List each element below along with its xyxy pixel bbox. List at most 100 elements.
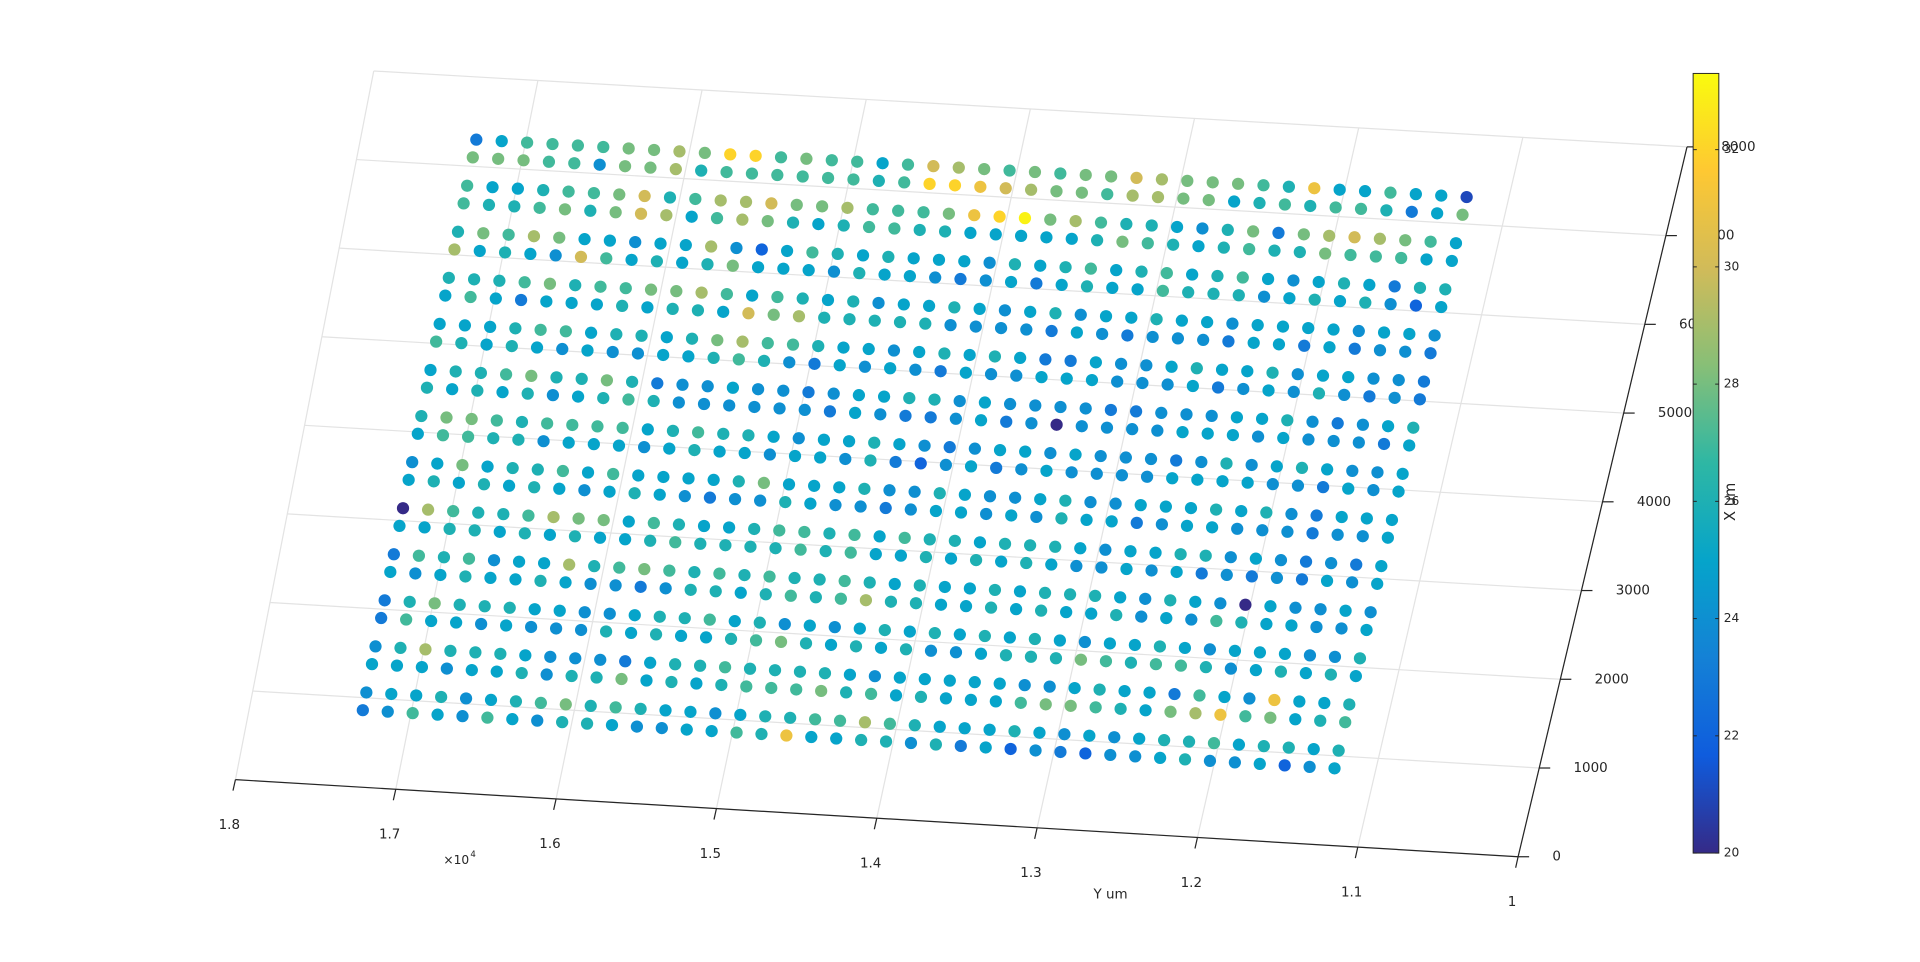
- point: [1291, 368, 1304, 381]
- point: [1028, 632, 1041, 646]
- grid-line: [373, 70, 1688, 148]
- point: [678, 490, 691, 503]
- point: [749, 634, 763, 647]
- point: [1253, 757, 1266, 771]
- point: [1228, 195, 1241, 208]
- point: [660, 209, 673, 222]
- point: [1314, 714, 1327, 727]
- point: [988, 350, 1002, 363]
- point: [1214, 597, 1227, 610]
- point: [1377, 437, 1391, 451]
- point: [823, 527, 836, 540]
- point: [1114, 702, 1127, 715]
- point: [1193, 689, 1206, 702]
- point: [1110, 608, 1123, 622]
- point: [1348, 342, 1361, 355]
- colorbar-tick-label: 30: [1724, 259, 1740, 273]
- point: [1283, 292, 1296, 305]
- point: [788, 571, 801, 585]
- point: [948, 179, 962, 192]
- point: [1232, 738, 1246, 751]
- point: [939, 458, 953, 472]
- point: [1220, 457, 1233, 470]
- point: [952, 161, 965, 174]
- point: [1185, 613, 1198, 626]
- point: [732, 353, 745, 366]
- point: [628, 609, 641, 622]
- point: [406, 456, 419, 469]
- point: [1335, 510, 1348, 524]
- point: [929, 504, 943, 518]
- point: [1312, 387, 1326, 400]
- point: [540, 295, 553, 308]
- point: [1318, 696, 1331, 710]
- point: [862, 342, 875, 356]
- point: [449, 365, 462, 378]
- point: [553, 231, 566, 244]
- point: [717, 427, 730, 440]
- point: [748, 522, 761, 536]
- point: [1105, 515, 1118, 528]
- point: [843, 668, 857, 681]
- point: [462, 552, 476, 565]
- point: [710, 212, 724, 225]
- point: [1306, 527, 1319, 540]
- point: [818, 667, 832, 680]
- point: [1396, 467, 1409, 480]
- point: [584, 699, 597, 713]
- point: [968, 676, 981, 689]
- point: [1207, 737, 1221, 750]
- point: [773, 524, 786, 537]
- point: [1202, 193, 1215, 207]
- point: [1302, 321, 1315, 335]
- point: [486, 181, 499, 194]
- point: [1065, 466, 1078, 479]
- point: [515, 666, 528, 680]
- point: [1281, 525, 1294, 538]
- point: [812, 217, 825, 231]
- point: [829, 498, 842, 512]
- point: [784, 711, 797, 724]
- point: [568, 157, 581, 170]
- point: [415, 660, 429, 674]
- point: [1085, 373, 1099, 387]
- point: [1308, 182, 1321, 195]
- point: [613, 561, 626, 574]
- point: [1034, 259, 1047, 272]
- point: [759, 588, 772, 601]
- point: [406, 707, 419, 720]
- point: [1230, 411, 1244, 424]
- point: [803, 619, 816, 632]
- point: [1095, 561, 1108, 574]
- point: [847, 173, 860, 186]
- point: [919, 317, 932, 330]
- point: [1417, 375, 1431, 388]
- point: [1274, 665, 1288, 678]
- point: [1129, 750, 1142, 763]
- point: [993, 444, 1007, 457]
- grid: [234, 70, 1688, 858]
- point: [1145, 564, 1158, 577]
- point: [475, 617, 488, 631]
- point: [657, 470, 670, 484]
- point: [1058, 728, 1071, 741]
- point: [610, 328, 623, 341]
- point: [1004, 275, 1018, 289]
- point: [995, 555, 1008, 568]
- point: [908, 485, 921, 498]
- point: [563, 558, 576, 571]
- point: [1298, 339, 1311, 352]
- point: [497, 508, 510, 521]
- point: [1431, 207, 1444, 220]
- point: [854, 500, 867, 513]
- point: [1270, 460, 1283, 473]
- point: [1064, 699, 1077, 712]
- point: [874, 408, 887, 421]
- point: [934, 598, 948, 611]
- point: [478, 600, 491, 613]
- point: [1247, 225, 1260, 238]
- point: [638, 189, 651, 203]
- point: [746, 289, 759, 302]
- point: [616, 421, 629, 435]
- point: [1028, 165, 1042, 179]
